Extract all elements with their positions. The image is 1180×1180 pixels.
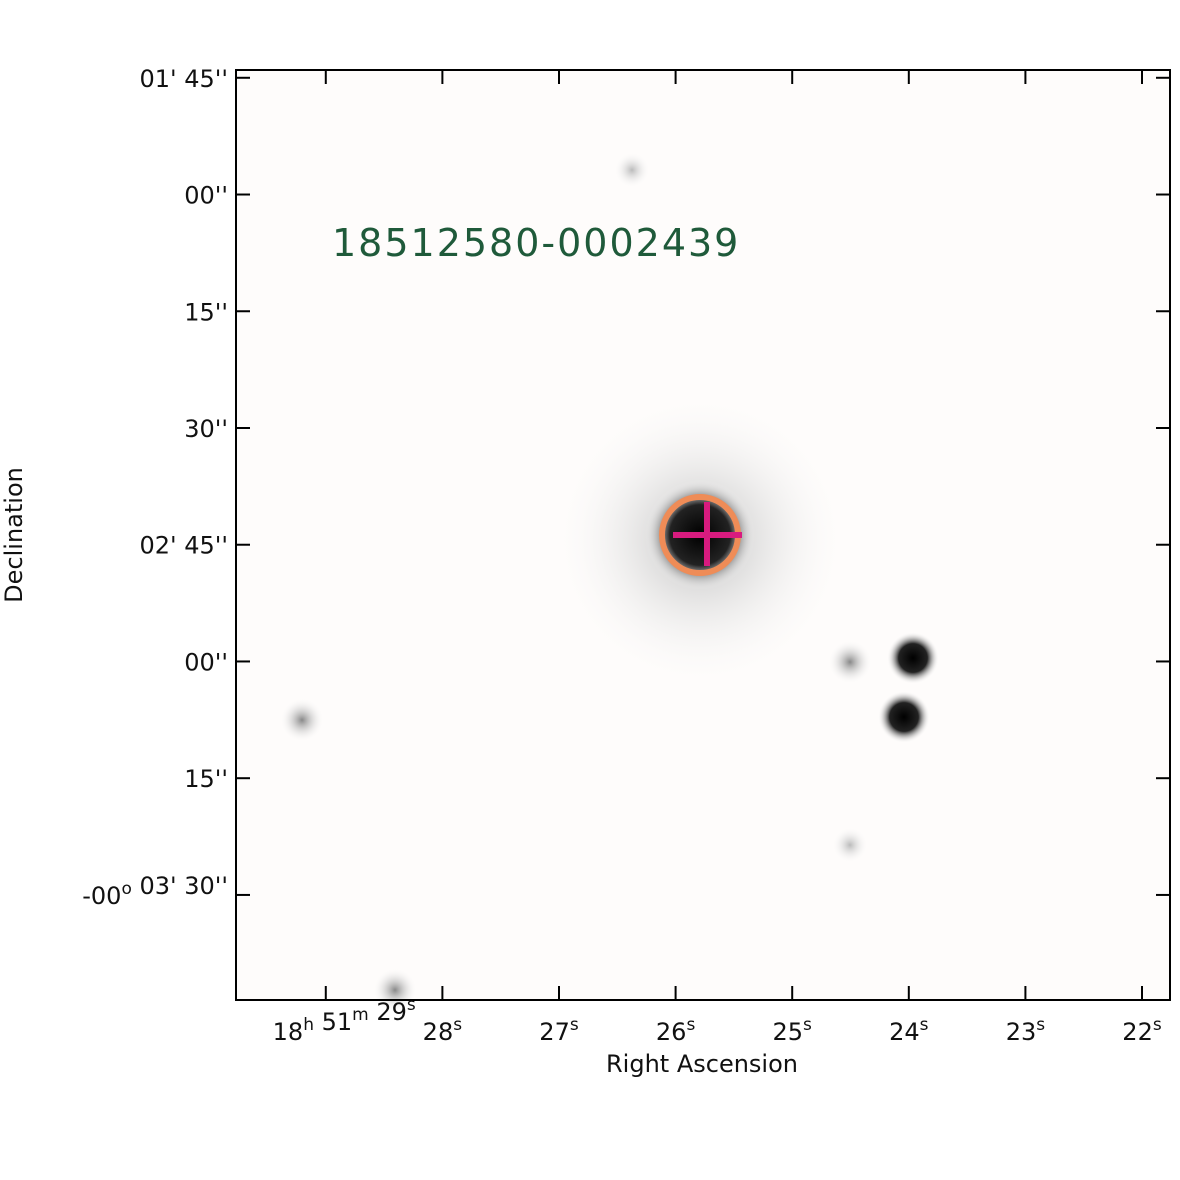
star: [614, 152, 650, 188]
star: [887, 632, 939, 684]
star: [832, 827, 868, 863]
y-axis-label: Declination: [0, 467, 28, 603]
y-tick-label: 01' 45'': [140, 65, 229, 93]
x-tick-label: 26s: [656, 1015, 696, 1046]
y-tick-label: 30'': [184, 415, 228, 443]
star: [878, 691, 930, 743]
sky-image: [236, 70, 1170, 1012]
x-tick-label: 28s: [423, 1015, 463, 1046]
x-axis-label: Right Ascension: [606, 1050, 798, 1078]
x-tick-label: 25s: [772, 1015, 812, 1046]
y-tick-label: 00'': [184, 648, 228, 676]
star: [828, 640, 872, 684]
x-tick-label: 23s: [1006, 1015, 1046, 1046]
axes-frame: [235, 69, 1171, 1001]
y-tick-label: 00'': [184, 182, 228, 210]
x-tick-label: 24s: [889, 1015, 929, 1046]
x-tick-label: 27s: [539, 1015, 579, 1046]
x-tick-label: 18h 51m 29s: [273, 995, 416, 1046]
x-tick-label: 22s: [1122, 1015, 1162, 1046]
star: [280, 698, 324, 742]
y-tick-label: 02' 45'': [140, 532, 229, 560]
y-tick-label: 15'': [184, 298, 228, 326]
y-tick-label: -00o 03' 30'': [82, 872, 228, 910]
y-tick-label: 15'': [184, 765, 228, 793]
object-label: 18512580-0002439: [332, 221, 740, 265]
